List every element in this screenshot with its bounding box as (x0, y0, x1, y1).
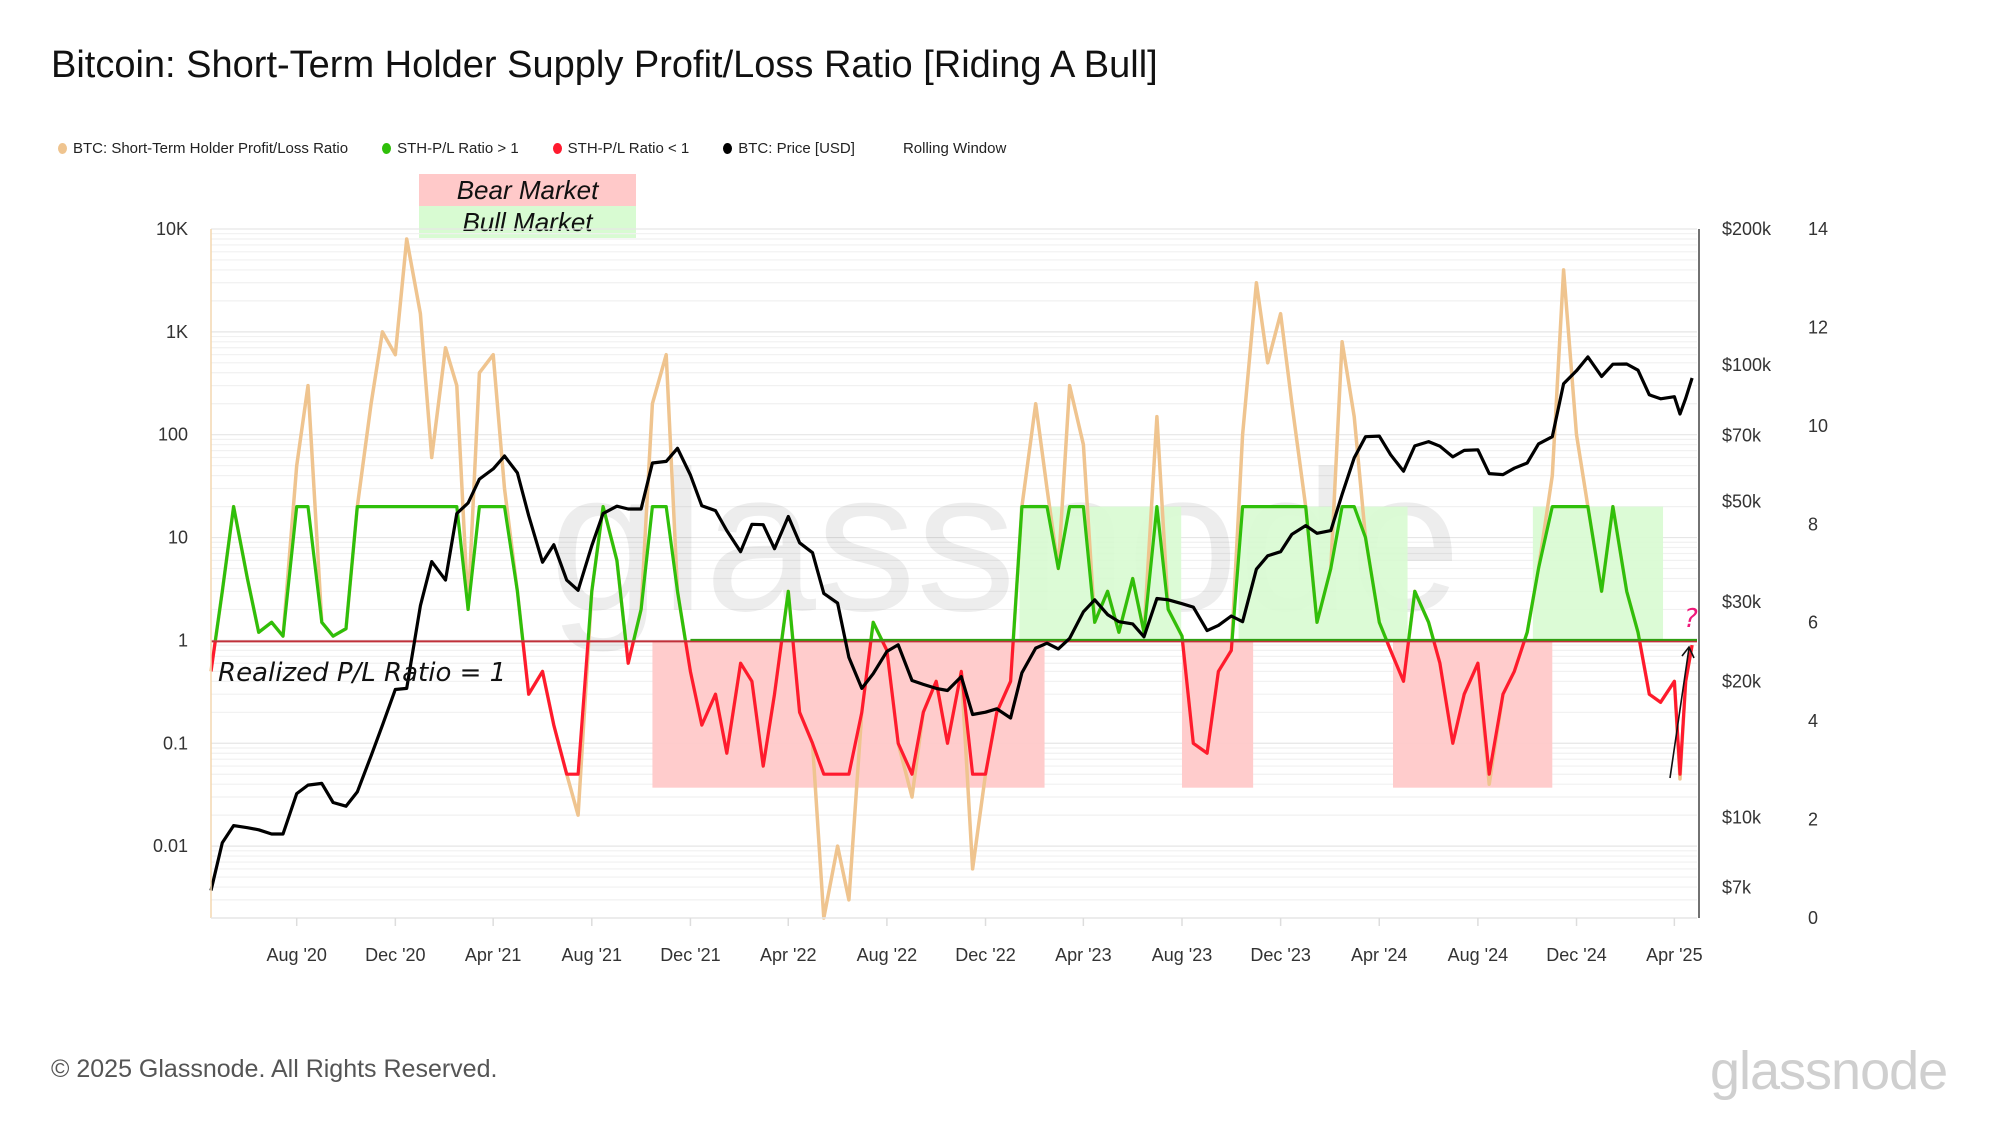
legend-dot-icon (58, 143, 67, 154)
legend-dot-icon (723, 143, 733, 154)
series-btc-price (209, 355, 1694, 891)
y-right-tick-label: 10 (1808, 416, 1828, 436)
legend-label: BTC: Price [USD] (738, 140, 855, 157)
y-price-tick-label: $20k (1722, 671, 1762, 691)
y-right-tick-label: 14 (1808, 219, 1828, 239)
legend: BTC: Short-Term Holder Profit/Loss Ratio… (58, 140, 1006, 157)
x-tick-label: Apr '23 (1055, 945, 1111, 965)
y-left-tick-label: 10K (156, 219, 188, 239)
y-left-tick-label: 100 (158, 425, 188, 445)
arrow-annotation (1669, 647, 1690, 779)
y-left-tick-label: 1 (178, 630, 188, 650)
y-price-tick-label: $7k (1722, 878, 1752, 898)
legend-dot-icon (552, 143, 562, 154)
y-left-tick-label: 10 (168, 528, 188, 548)
legend-label: BTC: Short-Term Holder Profit/Loss Ratio (73, 140, 349, 157)
bull-zone (1238, 506, 1408, 641)
x-tick-label: Dec '22 (955, 945, 1015, 965)
copyright: © 2025 Glassnode. All Rights Reserved. (51, 1055, 498, 1083)
glassnode-logo: glassnode (1710, 1041, 1948, 1101)
legend-label: STH-P/L Ratio > 1 (397, 140, 519, 157)
x-tick-label: Aug '21 (562, 945, 623, 965)
y-right-tick-label: 2 (1808, 810, 1818, 830)
chart-title: Bitcoin: Short-Term Holder Supply Profit… (51, 44, 1158, 86)
y-price-tick-label: $100k (1722, 355, 1772, 375)
y-price-tick-label: $30k (1722, 592, 1762, 612)
bull-market-label: Bull Market (419, 206, 636, 238)
bear-zone (1393, 640, 1553, 788)
x-tick-label: Dec '23 (1250, 945, 1310, 965)
x-tick-label: Dec '24 (1546, 945, 1606, 965)
bull-zone (1019, 506, 1182, 641)
x-tick-label: Aug '23 (1152, 945, 1213, 965)
legend-label: STH-P/L Ratio < 1 (567, 140, 690, 157)
y-right-tick-label: 12 (1808, 317, 1828, 337)
y-right-tick-label: 0 (1808, 908, 1818, 928)
market-zones (652, 506, 1664, 788)
x-tick-label: Apr '25 (1646, 945, 1702, 965)
reference-line-label: Realized P/L Ratio = 1 (218, 658, 506, 688)
arrow-head-icon (1681, 645, 1695, 659)
legend-item-rolling-window[interactable]: Rolling Window (903, 140, 1006, 157)
y-left-tick-label: 0.1 (163, 733, 188, 753)
y-right-tick-label: 4 (1808, 711, 1818, 731)
y-price-tick-label: $10k (1722, 808, 1762, 828)
bear-zone (1181, 640, 1254, 788)
x-tick-label: Apr '24 (1351, 945, 1407, 965)
legend-item-ratio-below-1[interactable]: STH-P/L Ratio < 1 (552, 140, 690, 157)
x-tick-label: Apr '21 (465, 945, 521, 965)
y-left-tick-label: 0.01 (153, 836, 188, 856)
legend-item-price[interactable]: BTC: Price [USD] (723, 140, 855, 157)
question-annotation: ? (1684, 604, 1698, 634)
x-tick-label: Aug '24 (1448, 945, 1509, 965)
x-tick-label: Apr '22 (760, 945, 816, 965)
legend-item-ratio-above-1[interactable]: STH-P/L Ratio > 1 (382, 140, 519, 157)
series-ratio-below-1 (211, 640, 1694, 776)
x-tick-label: Dec '21 (660, 945, 720, 965)
x-tick-label: Aug '20 (266, 945, 327, 965)
axes: 10K1K1001010.10.01$200k$100k$70k$50k$30k… (153, 219, 1828, 965)
y-left-tick-label: 1K (166, 322, 188, 342)
x-tick-label: Aug '22 (857, 945, 918, 965)
legend-dot-icon (382, 143, 392, 154)
series (209, 237, 1697, 920)
x-tick-label: Dec '20 (365, 945, 425, 965)
series-ratio-above-1 (213, 505, 1642, 641)
y-right-tick-label: 6 (1808, 613, 1818, 633)
legend-item-sth-ratio[interactable]: BTC: Short-Term Holder Profit/Loss Ratio (58, 140, 348, 157)
y-right-tick-label: 8 (1808, 514, 1818, 534)
legend-label: Rolling Window (902, 140, 1007, 157)
bear-market-label: Bear Market (419, 174, 636, 206)
y-price-tick-label: $70k (1722, 425, 1762, 445)
y-price-tick-label: $200k (1722, 219, 1772, 239)
y-price-tick-label: $50k (1722, 491, 1762, 511)
